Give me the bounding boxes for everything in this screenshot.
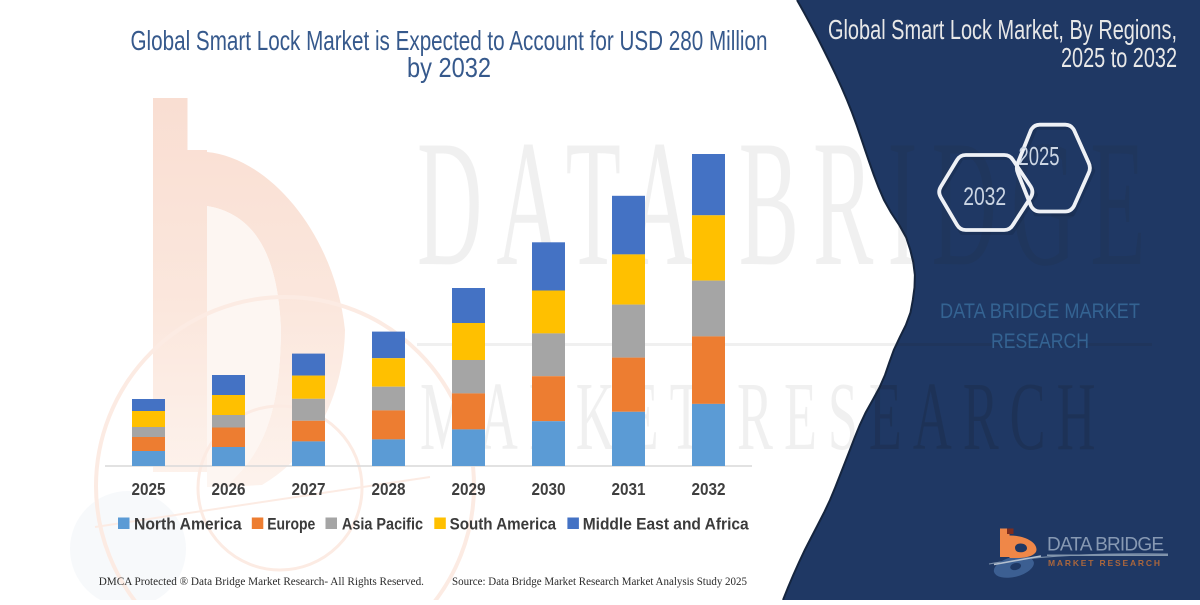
svg-text:by 2032: by 2032 [407, 52, 491, 83]
svg-text:North America: North America [134, 516, 242, 534]
svg-text:Source: Data Bridge Market Res: Source: Data Bridge Market Research Mark… [452, 574, 747, 588]
svg-text:Global Smart Lock Market is Ex: Global Smart Lock Market is Expected to … [131, 25, 768, 56]
svg-text:Middle East and Africa: Middle East and Africa [583, 516, 750, 534]
svg-text:Europe: Europe [267, 516, 315, 534]
svg-text:2028: 2028 [372, 479, 406, 499]
svg-text:MARKET RESEARCH: MARKET RESEARCH [1048, 558, 1163, 568]
svg-text:2025: 2025 [1019, 141, 1060, 171]
svg-text:RESEARCH: RESEARCH [991, 330, 1089, 353]
svg-text:Global Smart Lock Market, By R: Global Smart Lock Market, By Regions, [828, 14, 1177, 45]
svg-text:South America: South America [450, 516, 557, 534]
svg-text:DMCA Protected ® Data Bridge M: DMCA Protected ® Data Bridge Market Rese… [99, 574, 424, 588]
svg-text:2027: 2027 [292, 479, 326, 499]
svg-text:2032: 2032 [963, 183, 1006, 211]
svg-text:DATA BRIDGE MARKET: DATA BRIDGE MARKET [940, 300, 1140, 323]
svg-text:DATA BRIDGE: DATA BRIDGE [1047, 535, 1164, 556]
svg-text:2032: 2032 [692, 479, 726, 499]
svg-text:2025: 2025 [132, 479, 166, 499]
svg-text:2029: 2029 [452, 479, 486, 499]
svg-text:2031: 2031 [612, 479, 646, 499]
svg-text:Asia Pacific: Asia Pacific [342, 516, 423, 534]
svg-text:2026: 2026 [212, 479, 246, 499]
svg-text:2030: 2030 [532, 479, 566, 499]
svg-text:2025 to 2032: 2025 to 2032 [1061, 42, 1177, 73]
